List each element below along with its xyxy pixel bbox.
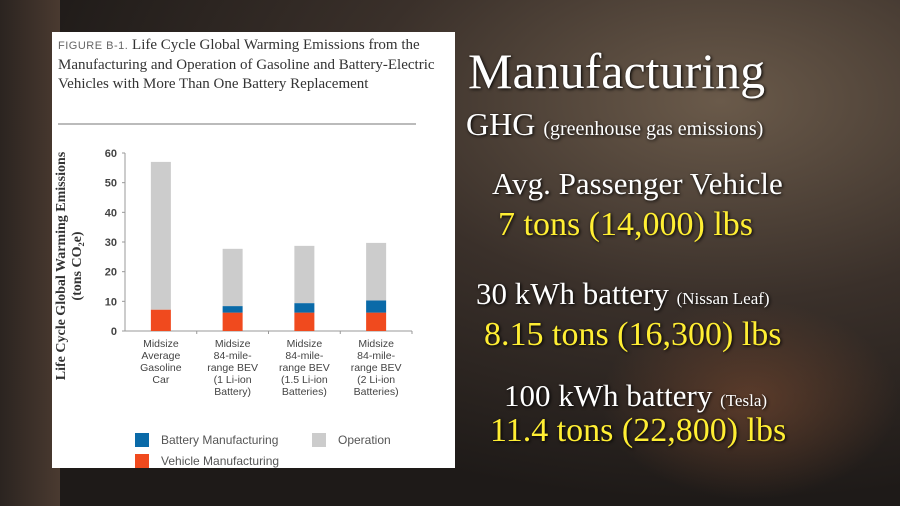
y-tick-label: 10 — [105, 296, 117, 308]
overlay-item-value: 7 tons (14,000) lbs — [498, 206, 753, 243]
bar-battery-manufacturing — [366, 300, 387, 313]
bar-vehicle-manufacturing — [222, 312, 243, 331]
bar-vehicle-manufacturing — [150, 309, 171, 331]
legend-swatch — [312, 433, 326, 447]
item-label: 30 kWh battery — [476, 276, 669, 311]
legend-swatch — [135, 433, 149, 447]
item-note: (Tesla) — [720, 391, 768, 410]
bar-vehicle-manufacturing — [294, 312, 315, 331]
bar-operation — [366, 242, 387, 301]
x-category-label: Midsize Average Gasoline Car — [140, 338, 182, 386]
item-note: (Nissan Leaf) — [676, 289, 770, 308]
title-divider — [58, 123, 416, 125]
figure-panel — [52, 32, 455, 468]
item-label: 100 kWh battery — [504, 378, 713, 413]
bar-operation — [294, 245, 315, 304]
bar-battery-manufacturing — [222, 306, 243, 313]
legend-battery: Battery Manufacturing — [135, 433, 278, 447]
overlay-item-value: 8.15 tons (16,300) lbs — [484, 316, 782, 353]
ghg-label: GHG — [466, 106, 536, 142]
overlay-item-label: 100 kWh battery (Tesla) — [504, 378, 767, 414]
x-category-label: Midsize 84-mile- range BEV (1.5 Li-ion B… — [278, 338, 330, 398]
overlay-item-label: Avg. Passenger Vehicle — [492, 166, 783, 201]
y-tick-label: 0 — [111, 326, 117, 338]
legend-swatch — [135, 454, 149, 468]
bar-battery-manufacturing — [294, 303, 315, 313]
overlay-heading: Manufacturing — [468, 43, 766, 99]
ghg-note: (greenhouse gas emissions) — [543, 118, 764, 140]
legend-vehicle: Vehicle Manufacturing — [135, 454, 279, 468]
figure-title-text: Life Cycle Global Warming Emissions from… — [58, 37, 435, 92]
bar-operation — [150, 161, 171, 310]
legend-operation: Operation — [312, 433, 391, 447]
x-category-label: Midsize 84-mile- range BEV (2 Li-ion Bat… — [350, 338, 402, 398]
overlay-item-value: 11.4 tons (22,800) lbs — [490, 412, 787, 449]
y-tick-label: 50 — [105, 178, 117, 190]
legend-label: Operation — [338, 433, 391, 447]
y-tick-label: 20 — [105, 267, 117, 279]
background-blur — [600, 300, 900, 500]
y-tick-label: 30 — [105, 237, 117, 249]
y-tick-label: 60 — [105, 148, 117, 160]
overlay-item-label: 30 kWh battery (Nissan Leaf) — [476, 276, 770, 312]
figure-label: FIGURE B-1. — [58, 40, 129, 52]
legend-label: Vehicle Manufacturing — [161, 454, 280, 468]
overlay-ghg: GHG (greenhouse gas emissions) — [466, 106, 763, 143]
bar-operation — [222, 248, 243, 307]
legend-label: Battery Manufacturing — [161, 433, 279, 447]
figure-title: FIGURE B-1. Life Cycle Global Warming Em… — [58, 36, 448, 94]
y-tick-label: 40 — [105, 207, 117, 219]
bar-vehicle-manufacturing — [366, 312, 387, 331]
x-category-label: Midsize 84-mile- range BEV (1 Li-ion Bat… — [207, 338, 259, 398]
background-edge — [0, 0, 60, 506]
